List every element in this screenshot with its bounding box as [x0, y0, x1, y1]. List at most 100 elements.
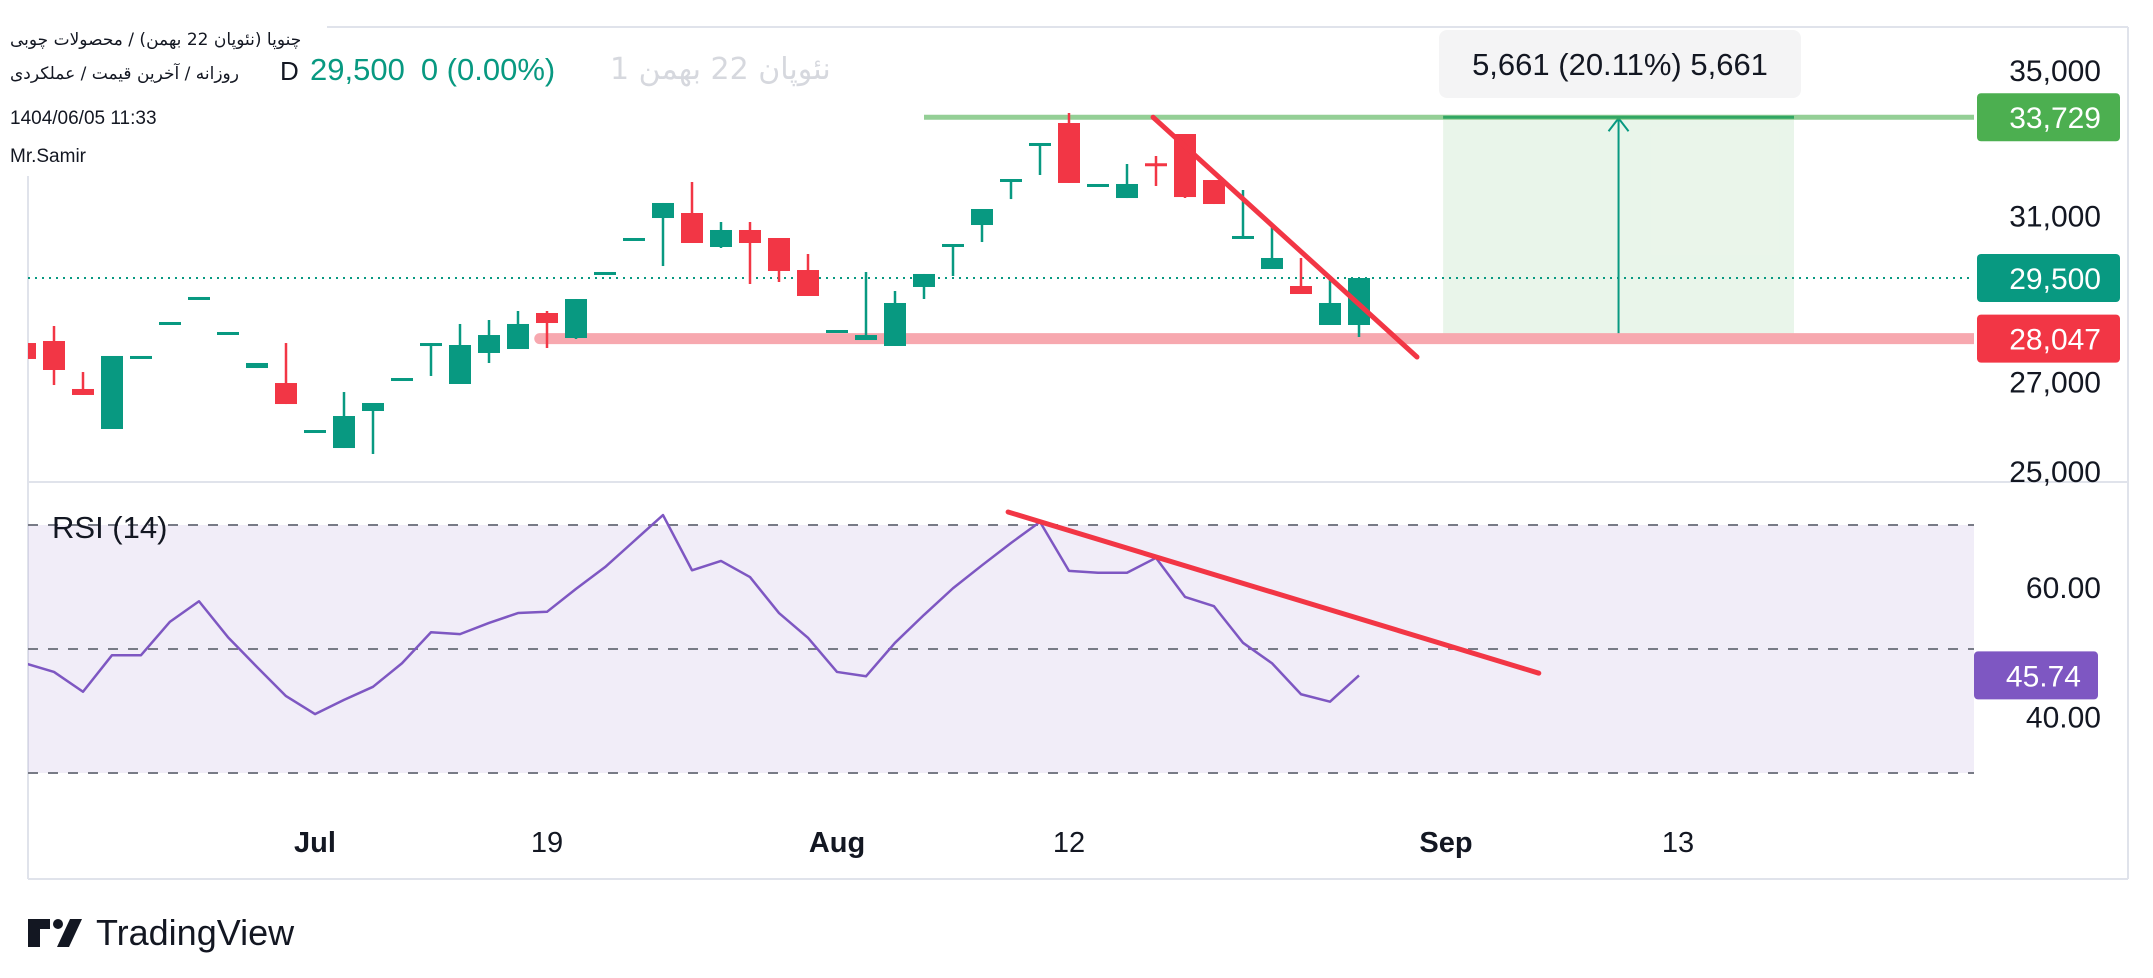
- price-range-measure[interactable]: [1443, 115, 1794, 340]
- price-tick-label: 31,000: [2009, 200, 2101, 233]
- time-axis[interactable]: Jul 19 Aug 12 Sep 13: [294, 827, 1694, 859]
- candle[interactable]: [971, 208, 993, 243]
- price-pane[interactable]: [14, 113, 1984, 454]
- candle-body: [565, 299, 587, 339]
- candle[interactable]: [797, 253, 819, 296]
- candle[interactable]: [275, 343, 297, 405]
- candle-body: [1232, 235, 1254, 239]
- time-tick-label: 12: [1053, 827, 1085, 859]
- candle-body: [1058, 123, 1080, 183]
- tradingview-logo[interactable]: TradingView: [28, 912, 294, 954]
- candle[interactable]: [1116, 163, 1138, 199]
- candle-body: [594, 271, 616, 275]
- rsi-trendline[interactable]: [1005, 509, 1542, 676]
- interval-label[interactable]: D: [280, 56, 299, 86]
- candle-body: [130, 355, 152, 359]
- candle[interactable]: [536, 310, 558, 349]
- candle[interactable]: [681, 181, 703, 244]
- candle[interactable]: [826, 329, 848, 333]
- candle[interactable]: [942, 243, 964, 277]
- candle[interactable]: [768, 237, 790, 282]
- candle[interactable]: [449, 323, 471, 384]
- rsi-pane[interactable]: [25, 509, 1974, 774]
- price-axis[interactable]: 35,000 31,000 27,000 25,000: [2009, 55, 2101, 489]
- candle-body: [1319, 302, 1341, 325]
- price-tick-label: 25,000: [2009, 456, 2101, 489]
- descending-trendline[interactable]: [1150, 114, 1420, 360]
- candles: [14, 113, 1370, 454]
- candle[interactable]: [101, 355, 123, 429]
- candle[interactable]: [739, 222, 761, 284]
- author-name: Mr.Samir: [10, 146, 86, 167]
- legend-header: چنوپا (نئوپان 22 بهمن) / محصولات چوبی رو…: [0, 0, 327, 176]
- candle-body: [333, 416, 355, 449]
- rsi-line[interactable]: [25, 513, 1360, 716]
- candle[interactable]: [1261, 225, 1283, 270]
- candle-body: [536, 313, 558, 324]
- candle[interactable]: [188, 296, 210, 300]
- candle[interactable]: [652, 202, 674, 267]
- last-price-tag-bg: [1977, 254, 2120, 302]
- candle[interactable]: [1290, 257, 1312, 295]
- candle[interactable]: [623, 237, 645, 241]
- symbol-title[interactable]: چنوپا (نئوپان 22 بهمن) / محصولات چوبی: [10, 30, 302, 50]
- candle[interactable]: [304, 430, 326, 434]
- candle-body: [275, 383, 297, 405]
- time-tick-label: Aug: [809, 827, 865, 859]
- candle[interactable]: [130, 355, 152, 359]
- candle[interactable]: [884, 291, 906, 346]
- rsi-band: [28, 525, 1974, 773]
- candle[interactable]: [246, 362, 268, 369]
- candle[interactable]: [1145, 155, 1167, 186]
- candle[interactable]: [217, 331, 239, 335]
- candle[interactable]: [1087, 183, 1109, 187]
- candle[interactable]: [855, 271, 877, 341]
- candle[interactable]: [1203, 180, 1225, 205]
- candle[interactable]: [43, 326, 65, 386]
- candle[interactable]: [507, 310, 529, 350]
- candle[interactable]: [1058, 113, 1080, 183]
- candle-body: [681, 212, 703, 244]
- candle[interactable]: [565, 299, 587, 339]
- candle[interactable]: [72, 372, 94, 395]
- price-change: 0 (0.00%): [420, 52, 556, 87]
- candle[interactable]: [478, 320, 500, 363]
- rsi-axis[interactable]: 60.00 40.00 45.74: [1974, 572, 2101, 734]
- candle-body: [217, 331, 239, 335]
- candle-body: [391, 378, 413, 382]
- logo-text: TradingView: [96, 912, 295, 953]
- candle-body: [971, 208, 993, 226]
- time-tick-label: Jul: [294, 827, 336, 859]
- candle-body: [913, 273, 935, 287]
- candle-body: [826, 329, 848, 333]
- candle-body: [304, 430, 326, 434]
- candle-body: [623, 237, 645, 241]
- candle-body: [884, 302, 906, 346]
- candle[interactable]: [594, 271, 616, 275]
- candle[interactable]: [913, 273, 935, 300]
- candle-body: [188, 296, 210, 300]
- candle[interactable]: [420, 343, 442, 376]
- candle[interactable]: [1319, 276, 1341, 325]
- candle[interactable]: [362, 402, 384, 454]
- candle-body: [1145, 163, 1167, 167]
- measure-label: 5,661 (20.11%) 5,661: [1439, 30, 1801, 98]
- candle[interactable]: [159, 321, 181, 325]
- candle-body: [1087, 183, 1109, 187]
- candle-body: [478, 335, 500, 353]
- candle[interactable]: [1000, 178, 1022, 200]
- candle[interactable]: [1029, 142, 1051, 175]
- last-price-readout: 29,500 0 (0.00%): [310, 52, 571, 88]
- candle[interactable]: [14, 343, 36, 359]
- price-tick-label: 35,000: [2009, 55, 2101, 88]
- candle[interactable]: [333, 392, 355, 449]
- target-price-tag-bg: [1977, 93, 2120, 142]
- candle-body: [159, 321, 181, 325]
- chart-settings: روزانه / آخرین قیمت / عملکردی: [10, 64, 239, 84]
- rsi-tick-label: 60.00: [2026, 572, 2101, 605]
- tradingview-logo-icon: [28, 919, 82, 947]
- time-tick-label: Sep: [1419, 827, 1472, 859]
- candle[interactable]: [391, 378, 413, 382]
- candle[interactable]: [710, 222, 732, 248]
